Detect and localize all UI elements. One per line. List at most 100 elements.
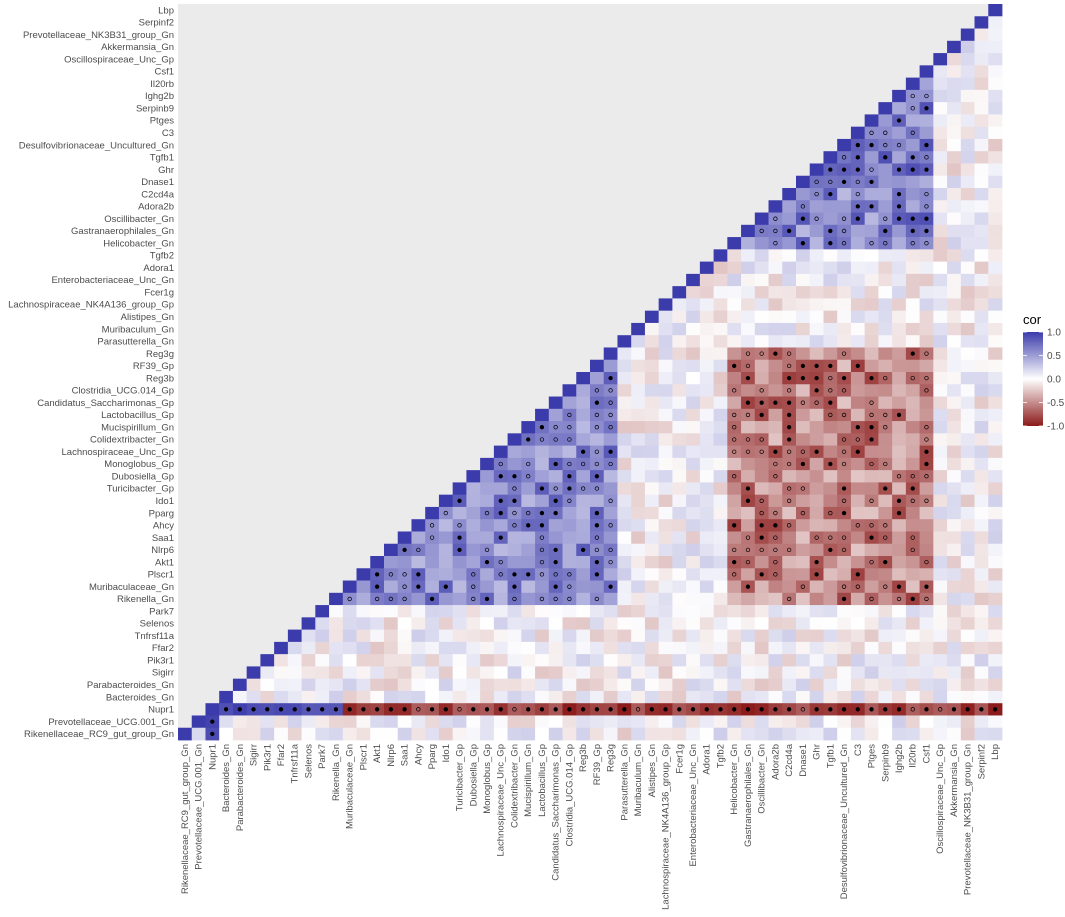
heatmap-cell bbox=[438, 494, 454, 508]
heatmap-cell bbox=[782, 261, 797, 275]
heatmap-cell bbox=[960, 580, 975, 594]
heatmap-cell bbox=[933, 175, 948, 189]
heatmap-cell bbox=[562, 396, 577, 410]
heatmap-cell bbox=[644, 519, 660, 532]
heatmap-cell bbox=[425, 580, 440, 594]
heatmap-cell bbox=[933, 715, 948, 729]
heatmap-cell bbox=[590, 654, 605, 667]
heatmap-cell bbox=[466, 605, 481, 618]
heatmap-cell bbox=[507, 433, 522, 446]
heatmap-cell bbox=[947, 506, 962, 520]
significance-marker-open bbox=[512, 523, 517, 528]
significance-marker-filled bbox=[704, 707, 709, 712]
heatmap-cell bbox=[960, 543, 975, 557]
x-axis-label: Oscillibacter_Gn bbox=[757, 744, 768, 814]
heatmap-cell bbox=[562, 605, 577, 618]
heatmap-cell bbox=[727, 298, 742, 312]
heatmap-cell bbox=[837, 273, 852, 287]
heatmap-cell bbox=[727, 506, 742, 520]
significance-marker-open bbox=[773, 547, 778, 553]
heatmap-cell bbox=[342, 580, 357, 594]
heatmap-cell bbox=[878, 322, 893, 336]
heatmap-cell bbox=[782, 335, 797, 348]
x-axis-label: Helicobacter_Gn bbox=[729, 744, 740, 815]
significance-marker-open bbox=[883, 425, 888, 430]
heatmap-cell bbox=[892, 310, 907, 324]
heatmap-cell bbox=[644, 715, 660, 729]
heatmap-cell bbox=[713, 408, 728, 422]
heatmap-cell bbox=[809, 286, 824, 299]
heatmap-cell bbox=[576, 421, 591, 434]
heatmap-cell bbox=[754, 617, 769, 630]
significance-marker-open bbox=[841, 216, 847, 221]
significance-marker-open bbox=[828, 412, 833, 418]
heatmap-cell bbox=[905, 310, 920, 324]
heatmap-cell bbox=[397, 678, 412, 692]
heatmap-cell bbox=[960, 286, 975, 299]
significance-marker-open bbox=[526, 474, 531, 479]
heatmap-cell bbox=[315, 617, 330, 630]
heatmap-cell bbox=[947, 690, 962, 704]
significance-marker-filled bbox=[855, 216, 860, 221]
heatmap-cell bbox=[988, 163, 1003, 177]
heatmap-cell bbox=[905, 678, 920, 692]
heatmap-cell bbox=[590, 690, 605, 704]
heatmap-cell bbox=[644, 482, 660, 496]
heatmap-cell bbox=[823, 249, 838, 262]
heatmap-cell bbox=[576, 568, 591, 581]
y-axis-label: Saa1 bbox=[152, 533, 174, 544]
heatmap-cell bbox=[521, 457, 536, 471]
y-axis-label: Ido1 bbox=[156, 496, 175, 507]
heatmap-cell bbox=[603, 605, 618, 618]
heatmap-cell bbox=[384, 592, 399, 606]
heatmap-cell bbox=[850, 556, 866, 569]
heatmap-cell bbox=[837, 237, 852, 250]
heatmap-cell bbox=[947, 421, 962, 434]
heatmap-cell bbox=[672, 629, 687, 643]
heatmap-cell bbox=[933, 629, 948, 643]
significance-marker-open bbox=[608, 400, 613, 405]
heatmap-cell bbox=[768, 310, 783, 324]
heatmap-cell bbox=[370, 690, 385, 704]
heatmap-cell bbox=[425, 531, 440, 545]
heatmap-cell bbox=[933, 163, 948, 177]
heatmap-cell bbox=[562, 408, 577, 422]
significance-marker-filled bbox=[924, 142, 929, 148]
heatmap-cell bbox=[672, 641, 687, 655]
heatmap-cell bbox=[425, 617, 440, 630]
heatmap-cell bbox=[329, 666, 344, 680]
x-axis-label: Serpinf2 bbox=[976, 744, 987, 779]
heatmap-cell bbox=[782, 531, 797, 545]
heatmap-cell bbox=[590, 543, 605, 557]
significance-marker-filled bbox=[869, 535, 874, 540]
heatmap-cell bbox=[960, 470, 975, 483]
heatmap-cell bbox=[644, 654, 660, 667]
heatmap-cell bbox=[260, 666, 275, 680]
heatmap-cell bbox=[933, 335, 948, 348]
y-axis-label: Dnase1 bbox=[141, 177, 174, 188]
heatmap-cell bbox=[672, 605, 687, 618]
heatmap-cell bbox=[768, 617, 783, 630]
heatmap-cell bbox=[686, 617, 701, 630]
significance-marker-filled bbox=[512, 572, 517, 577]
heatmap-cell bbox=[658, 556, 673, 569]
heatmap-cell bbox=[974, 310, 989, 324]
heatmap-cell bbox=[232, 727, 248, 741]
heatmap-cell bbox=[919, 494, 934, 508]
heatmap-cell bbox=[768, 224, 783, 238]
heatmap-cell bbox=[562, 433, 577, 446]
significance-marker-open bbox=[429, 523, 435, 528]
heatmap-cell bbox=[782, 654, 797, 667]
heatmap-cell bbox=[768, 200, 783, 213]
heatmap-cell bbox=[438, 715, 454, 729]
heatmap-cell bbox=[548, 641, 563, 655]
heatmap-cell bbox=[809, 273, 824, 287]
heatmap-cell bbox=[960, 77, 975, 91]
heatmap-cell bbox=[823, 666, 838, 680]
heatmap-cell bbox=[960, 188, 975, 201]
heatmap-cell bbox=[988, 77, 1003, 91]
heatmap-cell bbox=[686, 556, 701, 569]
heatmap-cell bbox=[960, 666, 975, 680]
heatmap-cell bbox=[796, 445, 811, 459]
heatmap-cell bbox=[699, 641, 714, 655]
